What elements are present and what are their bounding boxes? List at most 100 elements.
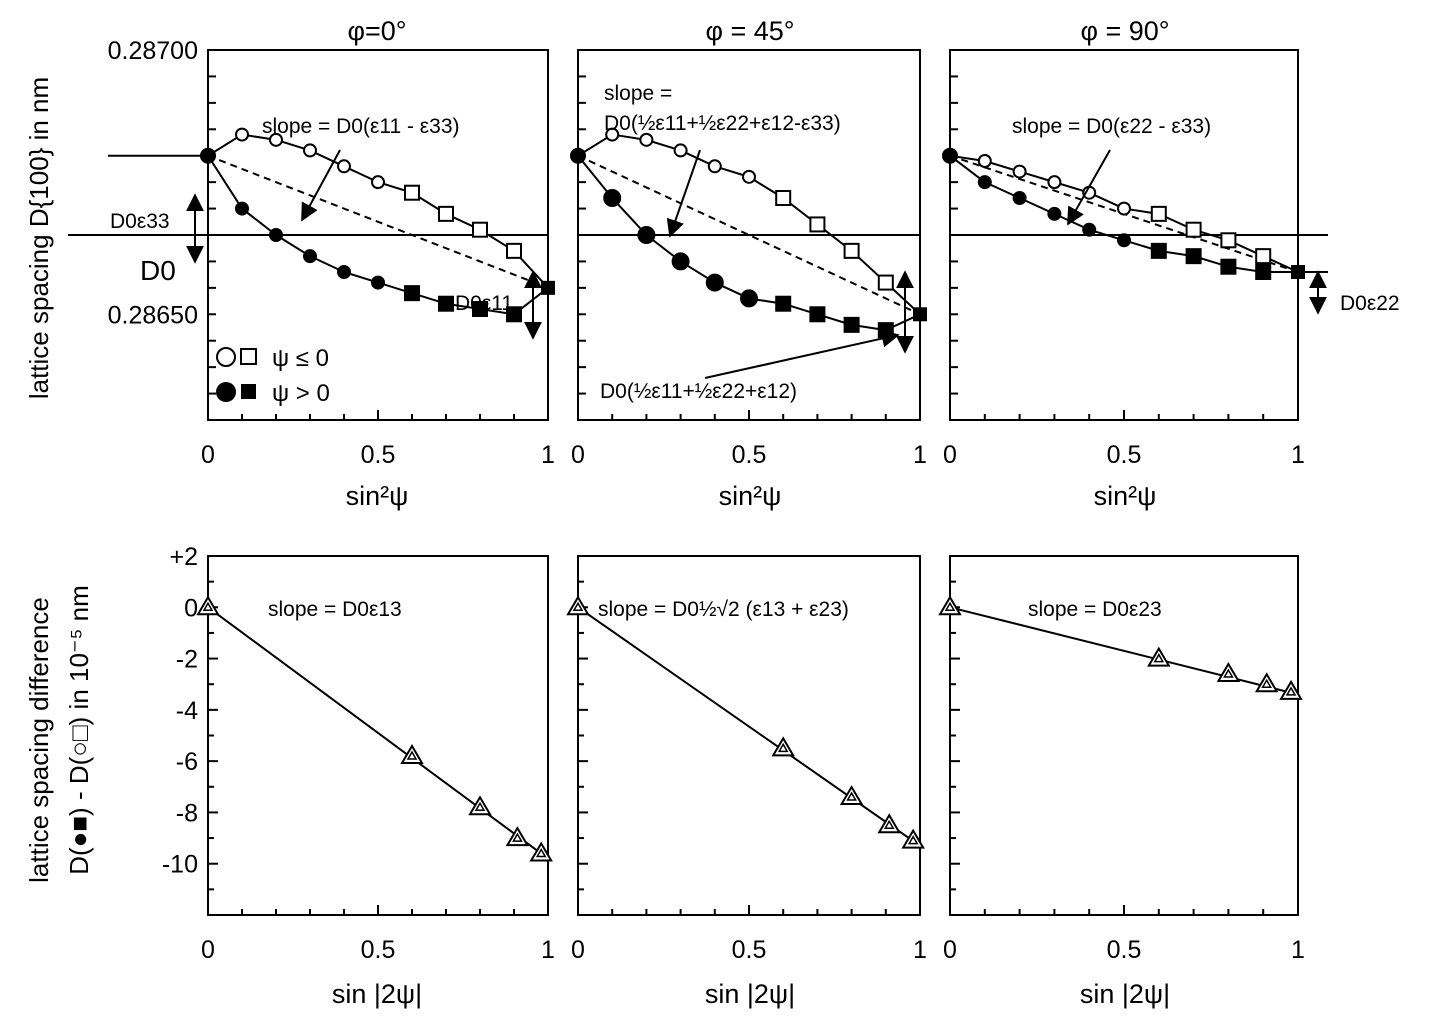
y-tick-label: -6: [176, 748, 198, 776]
xlabel-top-2: sin²ψ: [719, 481, 782, 511]
ylabel-bottom-line1: lattice spacing difference: [24, 597, 54, 883]
arrow-intercept-p2: [704, 329, 900, 379]
data-point-triangle-inner: [907, 835, 919, 845]
legend-filled-label: ψ > 0: [272, 380, 330, 407]
xlabel-bottom-1: sin |2ψ|: [332, 979, 422, 1009]
data-point-open-circle: [269, 132, 283, 147]
data-point-open-square: [877, 274, 894, 291]
fit-line: [577, 606, 921, 847]
legend: ψ ≤ 0 ψ > 0: [216, 345, 330, 407]
annotation-slope-formula-p2: D0(½ε11+½ε22+ε12-ε33): [604, 112, 841, 135]
x-tick-label: 1: [1291, 441, 1305, 469]
panel-title-phi-45: φ = 45°: [705, 16, 794, 46]
x-tick-label: 1: [541, 441, 555, 469]
data-point-filled-circle: [1012, 191, 1027, 205]
annotation-arrows: [186, 149, 1327, 379]
y-tick-label: -10: [162, 851, 198, 879]
data-point-open-circle: [1047, 175, 1062, 190]
data-point-filled-circle: [371, 275, 385, 290]
data-point-triangle-inner: [202, 601, 214, 612]
ylabel-top: lattice spacing D{100} in nm: [24, 77, 54, 399]
data-point-filled-circle: [603, 189, 622, 207]
x-tick-label: 0: [201, 441, 215, 469]
x-tick-label: 0: [943, 441, 957, 469]
y-tick-label: 0.28650: [108, 301, 198, 329]
data-point-filled-circle: [637, 226, 656, 244]
x-tick-label: 0.5: [732, 441, 767, 469]
data-point-filled-circle: [671, 252, 690, 271]
data-point-triangle-inner: [846, 791, 857, 801]
data-point-open-circle: [742, 169, 756, 184]
data-point-filled-square: [913, 307, 927, 322]
legend-open-square: [240, 348, 257, 365]
data-point-filled-circle: [1047, 206, 1062, 221]
data-point-triangle-inner: [1153, 653, 1165, 663]
data-point-filled-circle: [269, 228, 283, 242]
annotation-d0e22: D0ε22: [1340, 292, 1400, 315]
annotation-intercept-p2: D0(½ε11+½ε22+ε12): [600, 380, 797, 403]
fit-line: [207, 606, 549, 860]
legend-filled-square: [241, 384, 256, 399]
annotation-slope-p4: slope = D0ε13: [268, 598, 402, 621]
data-point-filled-square: [843, 316, 860, 333]
data-point-filled-square: [775, 295, 792, 312]
data-point-filled-square: [541, 280, 555, 295]
annotation-d0e33: D0ε33: [110, 210, 170, 233]
data-point-triangle-inner: [1285, 686, 1297, 696]
data-point-open-square: [1255, 248, 1272, 265]
y-tick-label: 0: [184, 594, 198, 622]
data-point-open-circle: [707, 159, 722, 174]
data-markers: [196, 127, 1305, 862]
x-tick-label: 0: [571, 441, 585, 469]
fit-line: [949, 606, 1299, 696]
xlabel-top-3: sin²ψ: [1094, 481, 1157, 511]
data-point-filled-square: [472, 301, 488, 317]
x-tick-label: 0: [571, 936, 585, 964]
data-point-open-square: [1150, 205, 1167, 222]
panel-title-phi-0: φ=0°: [347, 16, 406, 46]
data-point-open-square: [506, 242, 522, 259]
annotation-d0: D0: [140, 255, 176, 286]
xlabel-bottom-3: sin |2ψ|: [1080, 979, 1170, 1009]
data-point-triangle-inner: [474, 801, 486, 812]
data-point-open-square: [404, 184, 420, 201]
data-point-filled-square: [877, 322, 894, 339]
panel-title-phi-90: φ = 90°: [1080, 16, 1169, 46]
annotation-slope-p3: slope = D0(ε22 - ε33): [1012, 115, 1211, 138]
data-point-open-square: [472, 221, 488, 238]
x-tick-label: 0.5: [361, 441, 396, 469]
dashed-mean-line: [577, 154, 921, 316]
x-tick-label: 0: [201, 936, 215, 964]
data-point-triangle-inner: [883, 819, 895, 829]
data-point-filled-circle: [235, 201, 249, 216]
data-point-triangle-inner: [1261, 678, 1272, 688]
data-point-triangle-inner: [944, 601, 956, 612]
data-point-open-circle: [673, 143, 688, 158]
ylabel-bottom-line2: D(●■) - D(○□) in 10⁻⁵ nm: [64, 585, 94, 875]
arrow-slope-p3: [1067, 149, 1111, 226]
legend-open-circle: [216, 347, 236, 367]
data-point-open-circle: [371, 175, 385, 190]
arrow-slope-p1: [301, 149, 341, 222]
x-tick-label: 0.5: [732, 936, 767, 964]
data-point-open-square: [438, 205, 454, 222]
data-point-filled-circle: [200, 147, 216, 164]
data-point-triangle-inner: [535, 847, 547, 858]
data-point-filled-square: [1150, 242, 1167, 259]
data-point-filled-square: [1185, 248, 1202, 265]
data-point-open-circle: [303, 143, 317, 158]
xlabel-bottom-2: sin |2ψ|: [705, 979, 795, 1009]
data-point-open-square: [809, 216, 826, 233]
data-point-filled-circle: [1082, 222, 1097, 237]
data-point-open-square: [1185, 221, 1202, 238]
legend-open-label: ψ ≤ 0: [272, 345, 329, 372]
data-point-open-square: [775, 190, 792, 206]
data-point-filled-circle: [303, 249, 317, 264]
data-point-open-circle: [1012, 164, 1027, 179]
data-point-filled-square: [438, 295, 454, 312]
data-point-triangle-inner: [1223, 668, 1234, 678]
data-point-open-circle: [337, 159, 351, 174]
y-tick-label: -4: [176, 697, 198, 725]
data-point-filled-circle: [337, 265, 351, 279]
